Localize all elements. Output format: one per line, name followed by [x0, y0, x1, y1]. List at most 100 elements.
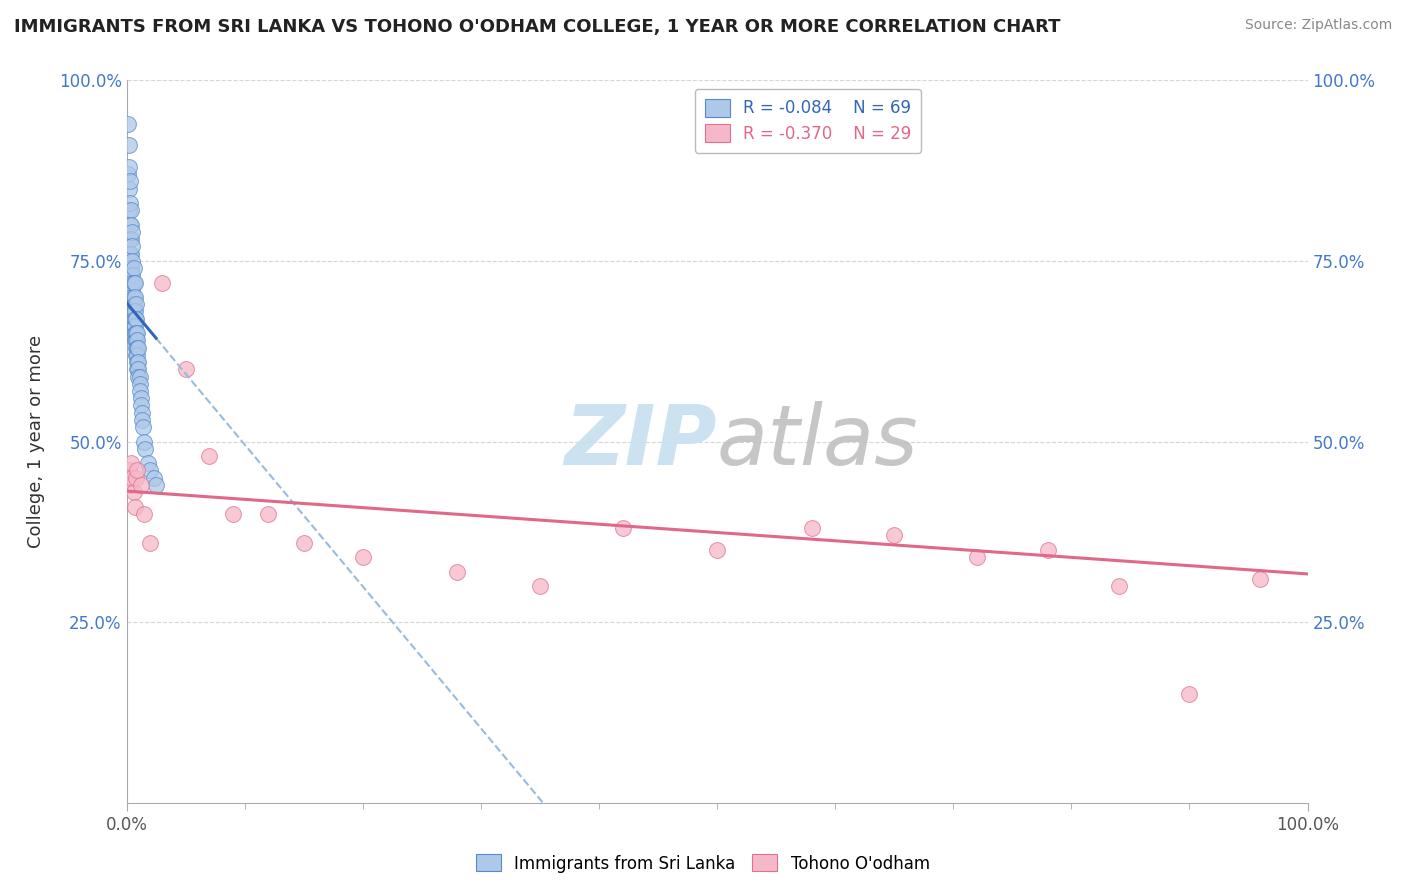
Point	[125, 297, 148, 311]
Legend: R = -0.084    N = 69, R = -0.370    N = 29: R = -0.084 N = 69, R = -0.370 N = 29	[695, 88, 921, 153]
Point	[127, 341, 149, 355]
Point	[127, 463, 149, 477]
Point	[120, 203, 142, 218]
Point	[124, 334, 146, 348]
Point	[121, 239, 143, 253]
Point	[129, 391, 152, 405]
Point	[120, 261, 142, 276]
Point	[125, 341, 148, 355]
Point	[120, 196, 142, 211]
Point	[127, 348, 149, 362]
Point	[127, 326, 149, 340]
Point	[127, 355, 149, 369]
Point	[222, 507, 245, 521]
Point	[127, 341, 149, 355]
Point	[122, 276, 145, 290]
Point	[966, 550, 988, 565]
Point	[352, 550, 374, 565]
Point	[124, 318, 146, 333]
Point	[124, 311, 146, 326]
Point	[124, 500, 146, 514]
Point	[127, 369, 149, 384]
Point	[129, 478, 152, 492]
Legend: Immigrants from Sri Lanka, Tohono O'odham: Immigrants from Sri Lanka, Tohono O'odha…	[470, 847, 936, 880]
Point	[120, 261, 142, 276]
Point	[124, 290, 146, 304]
Point	[121, 268, 143, 283]
Point	[120, 174, 142, 188]
Point	[174, 362, 197, 376]
Point	[125, 326, 148, 340]
Point	[706, 542, 728, 557]
Point	[128, 376, 150, 391]
Point	[883, 528, 905, 542]
Point	[124, 276, 146, 290]
Point	[121, 283, 143, 297]
Point	[122, 311, 145, 326]
Point	[125, 470, 148, 484]
Point	[121, 290, 143, 304]
Point	[127, 355, 149, 369]
Point	[127, 362, 149, 376]
Point	[120, 232, 142, 246]
Point	[121, 297, 143, 311]
Y-axis label: College, 1 year or more: College, 1 year or more	[27, 335, 45, 548]
Point	[139, 535, 162, 549]
Point	[125, 334, 148, 348]
Point	[1108, 579, 1130, 593]
Point	[139, 463, 162, 477]
Point	[122, 304, 145, 318]
Point	[292, 535, 315, 549]
Text: Source: ZipAtlas.com: Source: ZipAtlas.com	[1244, 18, 1392, 32]
Point	[1036, 542, 1059, 557]
Point	[122, 290, 145, 304]
Point	[122, 318, 145, 333]
Point	[121, 276, 143, 290]
Point	[800, 521, 823, 535]
Point	[446, 565, 468, 579]
Point	[136, 456, 159, 470]
Point	[127, 334, 149, 348]
Text: atlas: atlas	[717, 401, 918, 482]
Point	[131, 406, 153, 420]
Point	[121, 253, 143, 268]
Point	[121, 225, 143, 239]
Point	[128, 384, 150, 398]
Point	[117, 167, 139, 181]
Point	[131, 413, 153, 427]
Point	[120, 478, 142, 492]
Text: IMMIGRANTS FROM SRI LANKA VS TOHONO O'ODHAM COLLEGE, 1 YEAR OR MORE CORRELATION : IMMIGRANTS FROM SRI LANKA VS TOHONO O'OD…	[14, 18, 1060, 36]
Point	[120, 232, 142, 246]
Point	[127, 362, 149, 376]
Point	[120, 246, 142, 260]
Point	[1249, 572, 1271, 586]
Point	[117, 117, 139, 131]
Point	[257, 507, 280, 521]
Point	[118, 160, 141, 174]
Point	[124, 326, 146, 340]
Point	[120, 218, 142, 232]
Point	[118, 463, 141, 477]
Point	[129, 398, 152, 412]
Point	[1178, 687, 1201, 701]
Point	[122, 485, 145, 500]
Point	[125, 311, 148, 326]
Point	[124, 304, 146, 318]
Point	[120, 218, 142, 232]
Point	[120, 246, 142, 260]
Text: ZIP: ZIP	[564, 401, 717, 482]
Point	[134, 507, 156, 521]
Point	[142, 470, 165, 484]
Point	[150, 276, 173, 290]
Point	[128, 369, 150, 384]
Point	[118, 138, 141, 153]
Point	[134, 442, 156, 456]
Point	[121, 470, 143, 484]
Point	[145, 478, 167, 492]
Point	[198, 449, 221, 463]
Point	[134, 434, 156, 449]
Point	[122, 261, 145, 276]
Point	[122, 297, 145, 311]
Point	[529, 579, 551, 593]
Point	[132, 420, 155, 434]
